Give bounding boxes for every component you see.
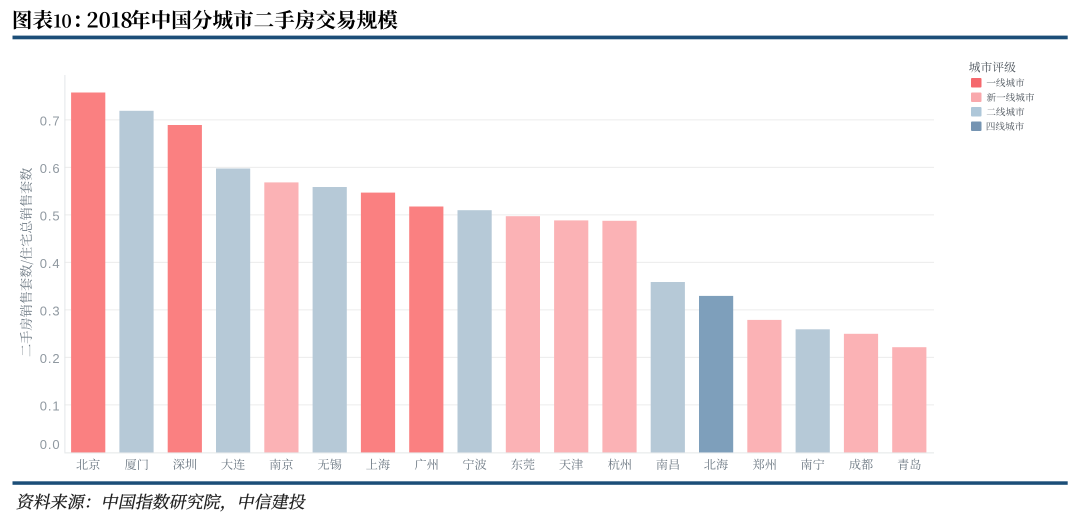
svg-text:0.7: 0.7 — [40, 114, 61, 129]
svg-text:0.0: 0.0 — [40, 437, 61, 452]
svg-text:0.2: 0.2 — [40, 351, 61, 366]
svg-text:0.6: 0.6 — [40, 161, 61, 176]
svg-text:0.4: 0.4 — [40, 256, 61, 271]
svg-text:0.3: 0.3 — [40, 304, 61, 319]
svg-text:0.1: 0.1 — [40, 399, 61, 414]
svg-text:0.5: 0.5 — [40, 209, 61, 224]
